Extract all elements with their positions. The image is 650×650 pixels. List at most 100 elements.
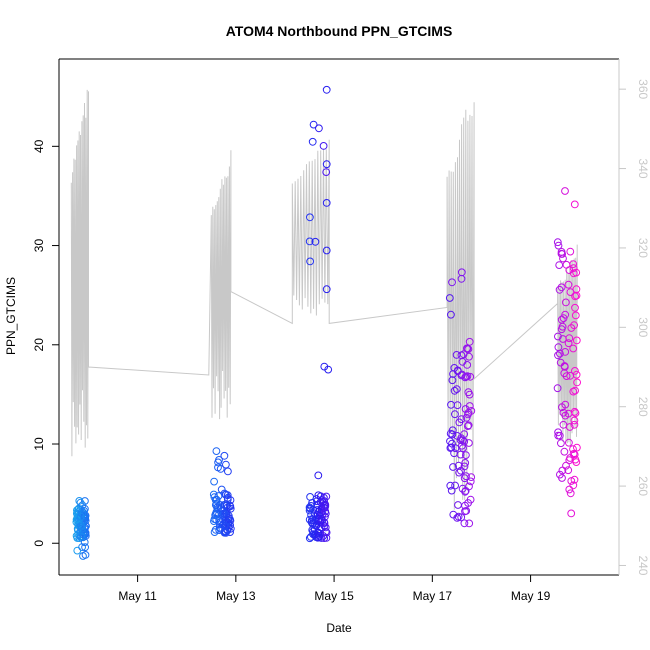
data-point bbox=[463, 372, 472, 381]
data-point bbox=[569, 481, 578, 490]
data-point bbox=[73, 533, 82, 542]
data-point bbox=[557, 283, 566, 292]
data-point bbox=[310, 530, 319, 539]
data-point bbox=[453, 514, 462, 522]
data-point bbox=[451, 410, 459, 419]
data-point bbox=[567, 324, 576, 332]
data-point bbox=[456, 450, 465, 459]
data-point bbox=[554, 332, 562, 341]
data-point bbox=[448, 430, 457, 439]
data-point bbox=[466, 495, 475, 504]
data-point bbox=[80, 512, 89, 521]
data-point bbox=[226, 504, 235, 513]
data-point bbox=[559, 314, 568, 323]
data-point bbox=[553, 384, 562, 393]
data-point bbox=[465, 352, 473, 361]
data-point bbox=[460, 474, 469, 483]
x-tick-label: May 19 bbox=[511, 589, 551, 603]
data-point bbox=[562, 372, 571, 381]
y-tick-label: 20 bbox=[32, 338, 46, 352]
x-tick-label: May 13 bbox=[216, 589, 256, 603]
data-point bbox=[446, 481, 455, 490]
data-point bbox=[570, 407, 579, 416]
data-point bbox=[462, 507, 471, 515]
data-point bbox=[570, 321, 578, 330]
data-point bbox=[565, 438, 573, 447]
data-point bbox=[212, 500, 221, 508]
data-point bbox=[466, 477, 475, 486]
data-point bbox=[466, 372, 475, 381]
data-point bbox=[221, 521, 230, 530]
data-point bbox=[457, 371, 466, 380]
data-point bbox=[569, 264, 578, 273]
data-point bbox=[454, 512, 463, 521]
data-point bbox=[226, 521, 235, 530]
x-tick-label: May 11 bbox=[118, 589, 157, 603]
data-point bbox=[556, 358, 565, 367]
data-point bbox=[569, 445, 577, 454]
data-point bbox=[81, 551, 90, 559]
data-point bbox=[321, 507, 330, 516]
data-point bbox=[451, 481, 460, 490]
data-point bbox=[451, 444, 460, 453]
data-point bbox=[448, 376, 457, 385]
data-point bbox=[570, 200, 579, 209]
data-point bbox=[560, 447, 569, 456]
data-point bbox=[452, 351, 461, 359]
data-point bbox=[210, 528, 219, 536]
data-point bbox=[448, 426, 457, 435]
data-point bbox=[557, 325, 566, 334]
data-point bbox=[450, 386, 459, 395]
data-point bbox=[461, 405, 470, 413]
x-axis-label: Date bbox=[326, 621, 352, 635]
data-point bbox=[79, 530, 88, 539]
y-axis-label: PPN_GTCIMS bbox=[4, 277, 18, 355]
data-point bbox=[565, 423, 574, 431]
data-point bbox=[554, 351, 562, 360]
data-point bbox=[320, 519, 329, 527]
data-point bbox=[569, 344, 578, 353]
y-tick-label: 10 bbox=[32, 437, 46, 451]
data-point bbox=[569, 387, 578, 396]
data-point bbox=[463, 344, 471, 353]
data-point bbox=[459, 444, 467, 453]
data-point bbox=[322, 285, 331, 294]
data-point bbox=[447, 310, 455, 319]
data-point bbox=[571, 409, 580, 418]
data-point bbox=[80, 538, 89, 547]
y2-tick-label: 240 bbox=[636, 555, 650, 575]
data-point bbox=[555, 261, 564, 270]
data-point bbox=[324, 365, 333, 374]
data-point bbox=[556, 349, 564, 358]
data-point bbox=[464, 421, 473, 430]
data-point bbox=[322, 534, 331, 542]
data-point bbox=[562, 298, 570, 307]
data-point bbox=[210, 477, 219, 486]
data-point bbox=[564, 280, 573, 289]
data-point bbox=[566, 288, 575, 297]
data-point bbox=[559, 408, 568, 417]
y2-tick-label: 300 bbox=[636, 317, 650, 337]
data-point bbox=[460, 462, 469, 471]
data-point bbox=[458, 370, 466, 379]
data-point bbox=[315, 511, 324, 520]
data-point bbox=[445, 294, 454, 302]
data-point bbox=[566, 489, 575, 498]
x-tick-label: May 15 bbox=[314, 589, 354, 603]
data-point bbox=[465, 390, 474, 399]
data-point bbox=[462, 472, 470, 481]
data-point bbox=[572, 268, 581, 277]
data-point bbox=[462, 451, 470, 460]
data-point bbox=[565, 334, 574, 343]
data-point bbox=[447, 400, 455, 409]
data-line bbox=[70, 89, 578, 510]
data-point bbox=[314, 491, 323, 500]
data-point bbox=[456, 436, 465, 445]
data-point bbox=[465, 337, 474, 346]
data-point bbox=[565, 485, 574, 494]
data-point bbox=[322, 85, 331, 94]
data-point bbox=[567, 477, 576, 485]
data-point bbox=[217, 485, 226, 494]
data-point bbox=[557, 248, 566, 256]
data-point bbox=[77, 532, 85, 541]
